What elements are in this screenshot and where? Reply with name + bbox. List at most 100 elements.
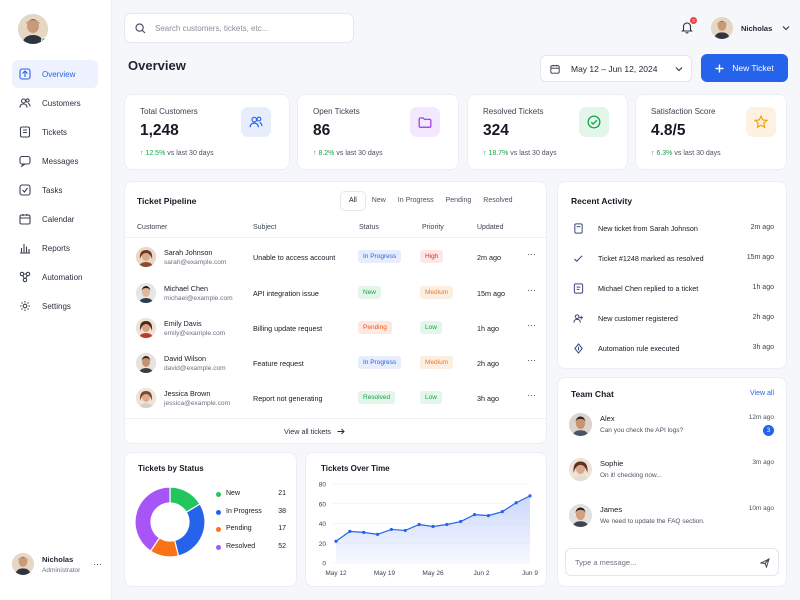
chat-item[interactable]: James We need to update the FAQ section.… [566, 502, 778, 542]
data-point [445, 522, 449, 527]
table-row[interactable]: Jessica Brown jessica@example.com Report… [126, 381, 546, 416]
data-point [334, 539, 338, 543]
stat-label: Resolved Tickets [483, 107, 544, 116]
table-row[interactable]: Emily Davis emily@example.com Billing up… [126, 311, 546, 346]
x-tick-label: May 26 [422, 570, 444, 577]
divider [126, 418, 546, 419]
activity-text: New customer registered [598, 314, 678, 323]
stat-label: Open Tickets [313, 107, 360, 116]
view-all-chat-link[interactable]: View all [750, 390, 774, 397]
avatar [136, 283, 156, 303]
chat-item[interactable]: Alex Can you check the API logs? 12m ago… [566, 411, 778, 451]
plus-icon [715, 64, 724, 73]
sidebar-item-label: Reports [42, 243, 71, 253]
view-all-label: View all tickets [284, 427, 332, 436]
customer-name: Sarah Johnson [164, 248, 213, 257]
bell-icon[interactable]: 3 [680, 17, 697, 34]
table-row[interactable]: David Wilson david@example.com Feature r… [126, 346, 546, 381]
sidebar-item-customers[interactable]: Customers [12, 89, 98, 117]
arrow-up-icon: ↑ [140, 150, 144, 157]
priority-badge: Medium [420, 286, 454, 299]
arrow-up-icon: ↑ [651, 150, 655, 157]
search-placeholder: Search customers, tickets, etc... [155, 23, 269, 33]
updated-time: 2m ago [477, 253, 501, 262]
stat-label: Satisfaction Score [651, 107, 716, 116]
chat-message-input[interactable]: Type a message... [565, 548, 779, 576]
users-icon [241, 107, 271, 137]
more-icon[interactable]: ⋯ [527, 285, 536, 295]
user-menu[interactable]: Nicholas [711, 17, 790, 39]
activity-item: New customer registered 2h ago [568, 304, 778, 334]
calendar-icon [550, 64, 560, 74]
table-row[interactable]: Sarah Johnson sarah@example.com Unable t… [126, 240, 546, 275]
more-icon[interactable]: ⋯ [527, 355, 536, 365]
sidebar-item-automation[interactable]: Automation [12, 263, 98, 291]
y-tick-label: 60 [319, 501, 327, 508]
activity-item: Ticket #1248 marked as resolved 15m ago [568, 244, 778, 274]
legend-value: 38 [278, 507, 286, 515]
search-input[interactable]: Search customers, tickets, etc... [124, 13, 354, 43]
profile-avatar[interactable] [18, 14, 48, 44]
sidebar-user[interactable]: Nicholas Administrator ⋯ [12, 551, 102, 577]
updated-time: 1h ago [477, 324, 499, 333]
legend-swatch [216, 544, 221, 550]
sidebar-item-settings[interactable]: Settings [12, 292, 98, 320]
data-point [486, 514, 491, 518]
sidebar-item-calendar[interactable]: Calendar [12, 205, 98, 233]
more-icon[interactable]: ⋯ [527, 249, 536, 259]
avatar [12, 553, 34, 575]
chat-name: James [600, 505, 623, 514]
tab-all[interactable]: All [340, 191, 366, 211]
stat-card-satisfaction: Satisfaction Score 4.8/5 ↑ 6.3% vs last … [635, 94, 787, 170]
priority-badge: Low [420, 321, 442, 334]
customer-name: Emily Davis [164, 319, 202, 328]
ticket-icon [573, 223, 584, 234]
activity-title: Recent Activity [571, 196, 633, 206]
data-point [417, 522, 421, 527]
legend-swatch [216, 509, 221, 515]
view-all-tickets-link[interactable]: View all tickets [284, 427, 345, 436]
sidebar-item-tasks[interactable]: Tasks [12, 176, 98, 204]
column-header: Subject [253, 224, 277, 231]
arrow-right-icon [337, 428, 345, 435]
sidebar-nav: Overview Customers Tickets Messages Task… [12, 60, 98, 321]
more-icon[interactable]: ⋯ [527, 320, 536, 330]
data-point [403, 528, 407, 533]
more-icon[interactable]: ⋯ [527, 390, 536, 400]
chat-name: Sophie [600, 459, 624, 468]
tab-resolved[interactable]: Resolved [483, 197, 513, 204]
date-range-label: May 12 – Jun 12, 2024 [571, 63, 658, 74]
sidebar-item-label: Tasks [42, 185, 63, 195]
table-row[interactable]: Michael Chen michael@example.com API int… [126, 276, 546, 311]
stat-change: ↑ 8.2% vs last 30 days [313, 150, 383, 157]
new-ticket-label: New Ticket [732, 63, 774, 73]
sidebar-item-reports[interactable]: Reports [12, 234, 98, 262]
status-badge: Resolved [358, 391, 396, 404]
tab-new[interactable]: New [371, 197, 386, 204]
status-badge: In Progress [358, 356, 402, 369]
stat-card-customers: Total Customers 1,248 ↑ 12.5% vs last 30… [124, 94, 290, 170]
date-range-picker[interactable]: May 12 – Jun 12, 2024 [540, 55, 692, 82]
new-ticket-button[interactable]: New Ticket [701, 54, 788, 82]
more-icon[interactable]: ⋯ [93, 558, 102, 569]
user-name: Nicholas [42, 554, 74, 564]
sidebar-item-overview[interactable]: Overview [12, 60, 98, 88]
activity-item: Automation rule executed 3h ago [568, 334, 778, 364]
sidebar-item-label: Calendar [42, 214, 75, 224]
avatar [569, 504, 592, 527]
chevron-down-icon [782, 25, 790, 31]
activity-text: Michael Chen replied to a ticket [598, 284, 699, 293]
data-point [362, 530, 366, 534]
data-point [472, 513, 477, 517]
sidebar-item-messages[interactable]: Messages [12, 147, 98, 175]
tab-pending[interactable]: Pending [445, 197, 472, 204]
sidebar-item-tickets[interactable]: Tickets [12, 118, 98, 146]
calendar-icon [19, 213, 31, 225]
send-icon[interactable] [760, 558, 770, 568]
line-chart-title: Tickets Over Time [321, 464, 390, 473]
pipeline-title: Ticket Pipeline [137, 196, 197, 206]
avatar [136, 353, 156, 373]
chat-item[interactable]: Sophie On it! checking now... 3m ago [566, 456, 778, 496]
data-point [375, 532, 380, 536]
tab-in-progress[interactable]: In Progress [397, 197, 434, 204]
